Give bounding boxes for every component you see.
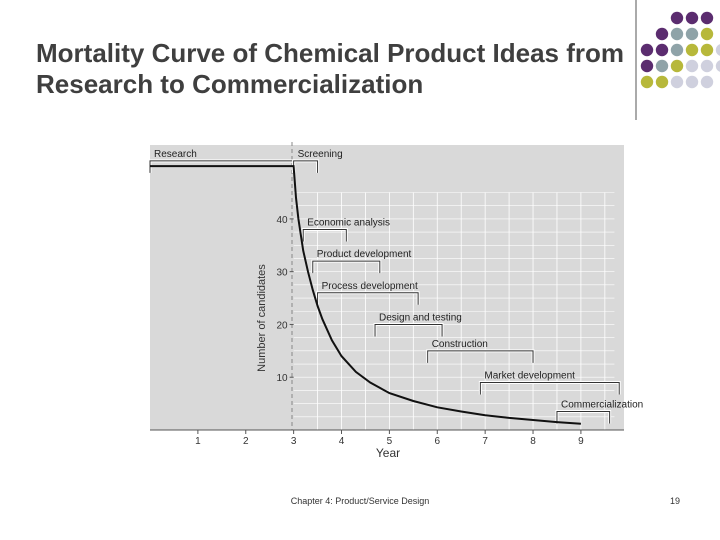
stage-label: Process development xyxy=(322,281,418,292)
page-title: Mortality Curve of Chemical Product Idea… xyxy=(36,38,676,100)
stage-label: Construction xyxy=(432,339,488,350)
stage-bracket: Process development xyxy=(316,281,420,305)
stage-label: Research xyxy=(154,149,197,160)
y-axis-label: Number of candidates xyxy=(256,264,268,372)
stage-label: Commercialization xyxy=(561,400,643,411)
stage-label: Market development xyxy=(484,371,575,382)
x-axis-ticks: 1 2 3 4 5 6 7 8 9 xyxy=(195,430,584,447)
y-axis-ticks: 10 20 30 40 xyxy=(277,215,294,384)
stage-label: Economic analysis xyxy=(307,217,390,228)
x-tick-label: 5 xyxy=(387,436,393,447)
x-tick-label: 1 xyxy=(195,436,201,447)
stage-bracket-outline xyxy=(312,260,381,274)
x-tick-label: 7 xyxy=(482,436,488,447)
stage-bracket: Commercialization xyxy=(555,400,643,424)
x-tick-label: 9 xyxy=(578,436,584,447)
y-tick-label: 20 xyxy=(277,320,289,331)
x-axis-label: Year xyxy=(376,446,400,460)
stage-label: Product development xyxy=(317,249,412,260)
stage-bracket: Construction xyxy=(426,339,535,363)
y-tick-label: 30 xyxy=(277,268,289,279)
x-tick-label: 8 xyxy=(530,436,536,447)
stage-bracket-outline xyxy=(479,382,620,395)
stage-bracket-outline xyxy=(427,350,534,363)
candidates-curve-line xyxy=(150,165,581,425)
slide-footer: Chapter 4: Product/Service Design xyxy=(290,496,430,506)
page-title-line-2: Research to Commercialization xyxy=(36,69,424,99)
stage-bracket-outline xyxy=(374,323,443,337)
x-tick-label: 6 xyxy=(434,436,440,447)
stage-bracket: Design and testing xyxy=(373,312,462,337)
stage-bracket: Product development xyxy=(311,249,412,274)
page-title-line-1: Mortality Curve of Chemical Product Idea… xyxy=(36,38,625,68)
stage-bracket-outline xyxy=(556,411,611,424)
y-tick-label: 10 xyxy=(277,373,289,384)
stage-label: Design and testing xyxy=(379,312,462,323)
x-tick-label: 3 xyxy=(291,436,297,447)
y-tick-label: 40 xyxy=(277,215,289,226)
stage-bracket-outline xyxy=(302,228,347,242)
x-tick-label: 4 xyxy=(339,436,345,447)
stage-bracket-outline xyxy=(317,292,419,305)
stage-label: Screening xyxy=(298,149,343,160)
stage-bracket: Economic analysis xyxy=(301,217,390,242)
stage-bracket: Market development xyxy=(478,371,621,395)
x-tick-label: 2 xyxy=(243,436,249,447)
page-number: 19 xyxy=(669,496,680,506)
chart-gridlines xyxy=(293,192,615,430)
